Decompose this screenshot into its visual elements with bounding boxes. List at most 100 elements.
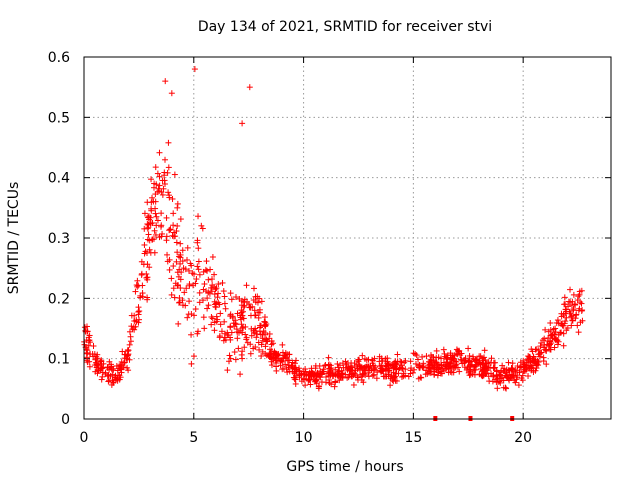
data-point — [85, 334, 92, 341]
data-point — [320, 368, 327, 375]
data-point — [393, 365, 400, 372]
data-point — [132, 323, 139, 330]
data-point — [361, 355, 368, 362]
data-point — [182, 302, 189, 309]
data-point — [204, 305, 211, 312]
data-point — [120, 364, 127, 371]
data-point — [391, 374, 398, 381]
data-point — [154, 170, 161, 177]
data-point — [194, 330, 201, 337]
x-tick-label: 10 — [295, 430, 313, 446]
data-point — [211, 283, 218, 290]
data-point — [156, 149, 163, 156]
data-point — [509, 360, 516, 367]
data-point — [105, 378, 112, 385]
data-point — [425, 362, 432, 369]
data-point — [415, 356, 422, 363]
data-point — [133, 318, 140, 325]
data-point — [531, 356, 538, 363]
data-point — [141, 210, 148, 217]
data-point — [573, 311, 580, 318]
data-point — [176, 299, 183, 306]
data-point — [208, 276, 215, 283]
data-point — [533, 362, 540, 369]
data-point — [561, 294, 568, 301]
data-point — [382, 373, 389, 380]
data-point — [143, 270, 150, 277]
data-point — [493, 379, 500, 386]
data-point — [470, 355, 477, 362]
data-point — [173, 239, 180, 246]
data-point — [177, 260, 184, 267]
data-point — [546, 346, 553, 353]
data-point — [284, 351, 291, 358]
data-point — [207, 284, 214, 291]
data-point — [574, 322, 581, 329]
y-axis-label: SRMTID / TECUs — [6, 182, 22, 295]
data-point — [543, 347, 550, 354]
data-point — [417, 374, 424, 381]
data-point — [440, 346, 447, 353]
data-point — [339, 360, 346, 367]
data-point — [332, 379, 339, 386]
data-point — [170, 233, 177, 240]
data-point — [360, 379, 367, 386]
data-point — [567, 286, 574, 293]
data-point — [549, 335, 556, 342]
data-point — [502, 372, 509, 379]
data-point — [471, 366, 478, 373]
data-point — [473, 363, 480, 370]
data-point — [433, 360, 440, 367]
data-point — [419, 353, 426, 360]
data-point — [553, 337, 560, 344]
data-point — [166, 194, 173, 201]
data-point — [202, 266, 209, 273]
data-point — [289, 368, 296, 375]
data-point — [239, 308, 246, 315]
data-point — [563, 314, 570, 321]
data-point — [95, 362, 102, 369]
chart-title: Day 134 of 2021, SRMTID for receiver stv… — [198, 19, 492, 35]
data-point — [431, 371, 438, 378]
data-point — [518, 375, 525, 382]
data-point — [199, 297, 206, 304]
data-point — [254, 293, 261, 300]
data-point — [318, 379, 325, 386]
data-point — [175, 273, 182, 280]
data-point — [144, 225, 151, 232]
data-point — [214, 294, 221, 301]
data-point — [177, 240, 184, 247]
data-point — [237, 327, 244, 334]
data-point — [321, 362, 328, 369]
data-point — [506, 367, 513, 374]
data-point — [176, 299, 183, 306]
data-point — [407, 370, 414, 377]
data-point — [169, 195, 176, 202]
data-point — [392, 363, 399, 370]
data-point — [199, 225, 206, 232]
y-tick-label: 0.1 — [48, 352, 70, 368]
data-point — [165, 139, 172, 146]
data-point — [83, 323, 90, 330]
data-point — [99, 373, 106, 380]
data-point — [222, 305, 229, 312]
data-point — [141, 241, 148, 248]
y-tick-label: 0.4 — [48, 171, 70, 187]
data-point — [327, 368, 334, 375]
data-point — [98, 376, 105, 383]
data-point — [464, 364, 471, 371]
data-point — [465, 345, 472, 352]
data-point — [326, 373, 333, 380]
data-point — [188, 310, 195, 317]
data-point — [92, 368, 99, 375]
data-point — [100, 364, 107, 371]
data-point — [497, 379, 504, 386]
data-point — [273, 367, 280, 374]
data-point — [190, 353, 197, 360]
data-point — [153, 213, 160, 220]
data-point — [560, 330, 567, 337]
data-point — [300, 375, 307, 382]
data-point — [471, 371, 478, 378]
x-tick-label: 15 — [404, 430, 422, 446]
